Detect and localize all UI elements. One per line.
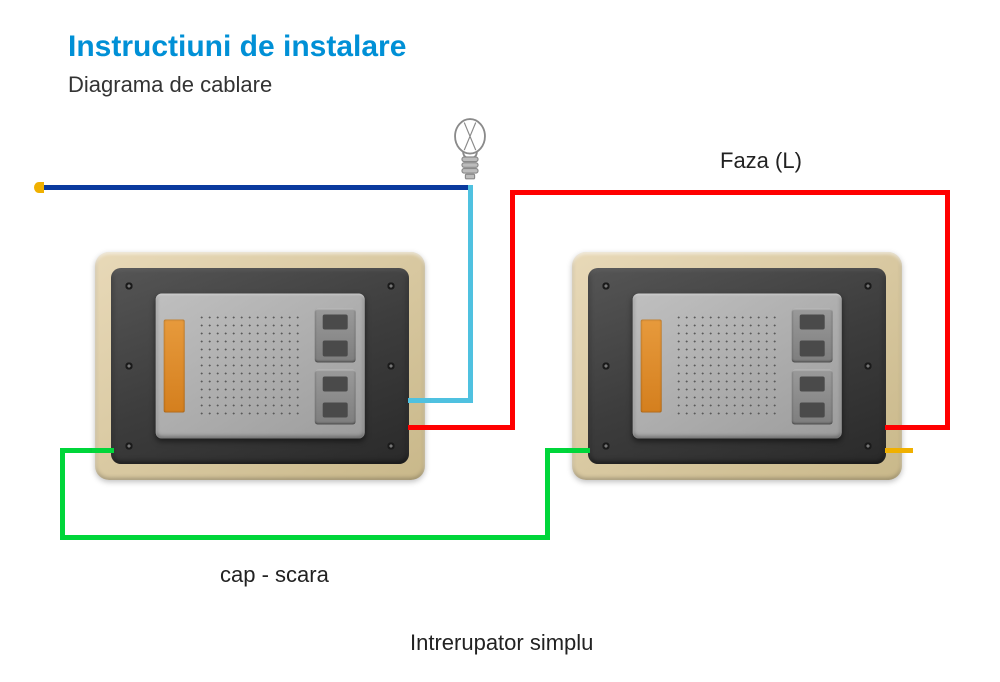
wire-segment — [420, 425, 515, 430]
switch-left — [95, 252, 425, 480]
wire-segment — [60, 448, 65, 540]
bottom-caption: Intrerupator simplu — [410, 630, 593, 656]
wire-segment — [42, 185, 472, 190]
switch-left-module — [156, 293, 365, 438]
terminal-block — [791, 308, 833, 363]
wire-segment — [510, 190, 950, 195]
wire-segment — [945, 190, 950, 430]
wire-segment — [408, 398, 430, 403]
wire-segment — [408, 425, 430, 430]
wire-segment — [92, 448, 114, 453]
wire-segment — [60, 535, 550, 540]
subtitle-text: Diagrama de cablare — [68, 72, 272, 98]
wire-segment — [885, 425, 907, 430]
title-text: Instructiuni de instalare — [68, 30, 406, 64]
wire-segment — [568, 448, 590, 453]
switch-right-plate — [588, 268, 886, 464]
phase-label: Faza (L) — [720, 148, 802, 174]
switch-left-plate — [111, 268, 409, 464]
wire-tip — [34, 182, 44, 193]
terminal-block — [314, 369, 356, 424]
terminal-block — [791, 369, 833, 424]
wire-segment — [468, 185, 473, 403]
wire-segment — [545, 448, 550, 540]
switch-right — [572, 252, 902, 480]
terminal-block — [314, 308, 356, 363]
wire-segment — [885, 448, 913, 453]
cap-scara-label: cap - scara — [220, 562, 329, 588]
switch-right-module — [633, 293, 842, 438]
bulb-icon — [447, 118, 493, 185]
wire-segment — [510, 190, 515, 430]
switch-left-terminals — [314, 308, 356, 424]
switch-right-terminals — [791, 308, 833, 424]
